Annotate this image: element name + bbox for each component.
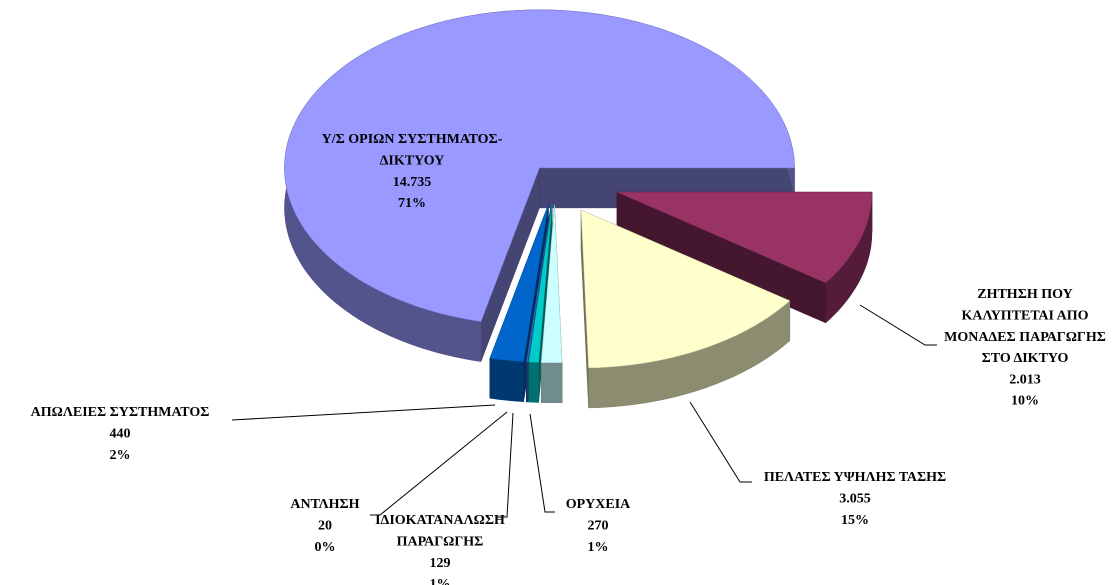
label-value: 3.055 [839, 492, 871, 507]
label-percent: 2% [110, 448, 131, 463]
slice [580, 209, 791, 369]
label-name: ΔΙΚΤΥΟΥ [380, 154, 445, 169]
data-label: ΖΗΤΗΣΗ ΠΟΥ ΚΑΛΥΠΤΕΤΑΙ ΑΠΟ ΜΟΝΑΔΕΣ ΠΑΡΑΓΩΓΗ… [944, 287, 1106, 409]
label-percent: 10% [1011, 394, 1039, 409]
data-label: ΑΠΩΛΕΙΕΣ ΣΥΣΤΗΜΑΤΟΣ 440 2% [31, 405, 210, 463]
label-value: 20 [318, 519, 332, 534]
label-name: ΠΑΡΑΓΩΓΗΣ [397, 535, 484, 550]
label-percent: 1% [588, 540, 609, 555]
label-name: ΚΑΛΥΠΤΕΤΑΙ ΑΠΟ [961, 309, 1088, 324]
data-label: Υ/Σ ΟΡΙΩΝ ΣΥΣΤΗΜΑΤΟΣ- ΔΙΚΤΥΟΥ 14.735 71% [322, 132, 503, 211]
label-name: ΑΝΤΛΗΣΗ [290, 497, 359, 512]
slice [284, 9, 795, 322]
label-percent: 1% [430, 577, 451, 585]
label-name: ΑΠΩΛΕΙΕΣ ΣΥΣΤΗΜΑΤΟΣ [31, 405, 210, 420]
label-value: 270 [588, 519, 609, 534]
slice [526, 204, 552, 363]
label-name: ΜΟΝΑΔΕΣ ΠΑΡΑΓΩΓΗΣ [944, 330, 1106, 345]
slice-side [528, 361, 539, 403]
leader-line [529, 413, 555, 513]
label-name: Υ/Σ ΟΡΙΩΝ ΣΥΣΤΗΜΑΤΟΣ- [322, 132, 503, 147]
label-name: ΖΗΤΗΣΗ ΠΟΥ [977, 287, 1073, 302]
slice [528, 204, 553, 363]
data-label: ΠΕΛΑΤΕΣ ΥΨΗΛΗΣ ΤΑΣΗΣ 3.055 15% [764, 470, 946, 528]
label-percent: 71% [398, 196, 426, 211]
slice-side [489, 357, 524, 402]
leader-line [497, 412, 514, 518]
leader-line [370, 411, 508, 516]
slice [540, 204, 563, 364]
label-name: ΣΤΟ ΔΙΚΤΥΟ [982, 351, 1069, 366]
data-label: ΟΡΥΧΕΙΑ 270 1% [566, 497, 631, 555]
slice-side [540, 362, 563, 404]
slice [616, 191, 873, 284]
label-name: ΠΕΛΑΤΕΣ ΥΨΗΛΗΣ ΤΑΣΗΣ [764, 470, 946, 485]
slice [489, 204, 549, 362]
label-percent: 0% [315, 540, 336, 555]
data-label: ΙΔΙΟΚΑΤΑΝΑΛΩΣΗ ΠΑΡΑΓΩΓΗΣ 129 1% [375, 513, 505, 585]
data-label: ΑΝΤΛΗΣΗ 20 0% [290, 497, 359, 555]
label-value: 2.013 [1009, 372, 1041, 387]
label-name: ΙΔΙΟΚΑΤΑΝΑΛΩΣΗ [375, 513, 505, 528]
leader-line [859, 304, 937, 346]
label-percent: 15% [841, 513, 869, 528]
leader-line [689, 401, 752, 483]
slice-side [526, 361, 529, 403]
label-value: 14.735 [393, 175, 432, 190]
label-value: 129 [430, 556, 451, 571]
label-value: 440 [110, 427, 131, 442]
label-name: ΟΡΥΧΕΙΑ [566, 497, 631, 512]
leader-line [231, 404, 496, 421]
